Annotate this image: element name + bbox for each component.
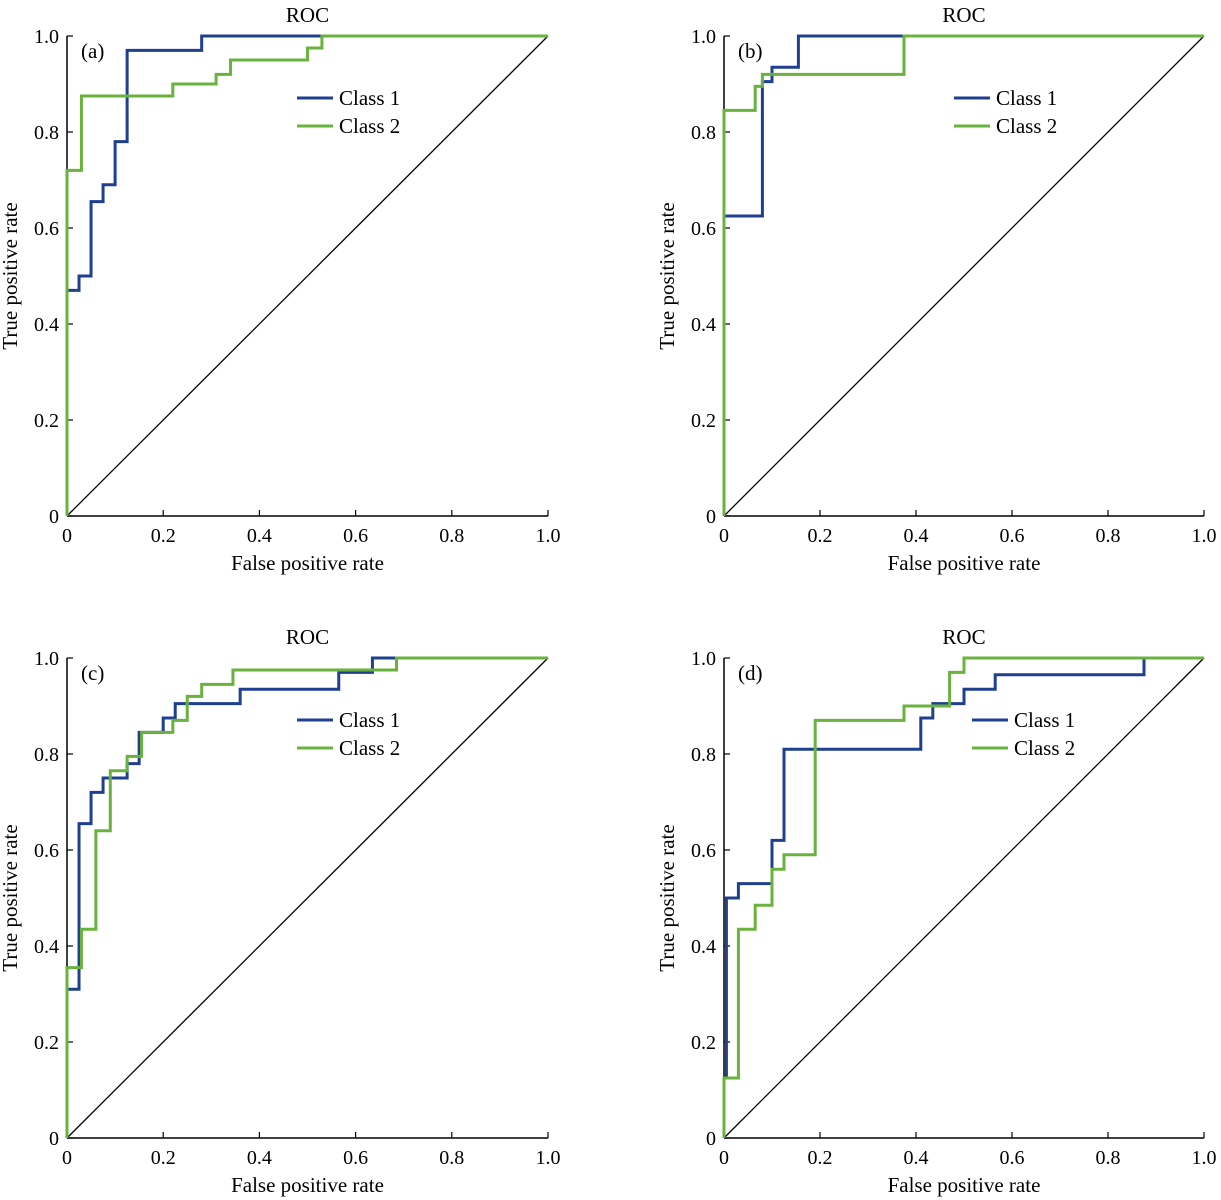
y-tick-label: 0.8 [34,744,59,766]
x-tick-label: 1.0 [1192,525,1217,547]
legend: Class 1 Class 2 [297,86,400,138]
x-tick-label: 0 [719,525,729,547]
y-tick-label: 1.0 [34,648,59,670]
y-tick-label: 0.2 [34,410,59,432]
legend-label: Class 2 [339,114,400,138]
y-tick-label: 0.8 [34,122,59,144]
chance-diagonal-line [723,657,1205,1139]
x-tick-label: 0.8 [439,1147,464,1169]
x-axis-label: False positive rate [888,1173,1041,1197]
roc-curve-class-1 [65,656,548,1138]
roc-panel-3: 0 0.2 0.4 0.6 0.8 1.0 0 0.2 0.4 0.6 0.8 1.0 ROC (c) Fa… [0,625,561,1197]
roc-curve-class-1 [65,34,548,516]
x-axis-label: False positive rate [888,551,1041,575]
y-tick-label: 0 [706,1128,716,1150]
y-tick-label: 0.6 [34,840,59,862]
x-tick-label: 0.6 [343,1147,368,1169]
y-axis-label: True positive rate [655,824,679,971]
legend-label: Class 1 [1014,708,1075,732]
chart-title: ROC [942,3,985,27]
x-tick-label: 0.8 [1096,1147,1121,1169]
y-tick-label: 0.2 [34,1032,59,1054]
chart-title: ROC [286,3,329,27]
x-tick-label: 0 [62,525,72,547]
panel-label: (c) [81,661,104,685]
legend: Class 1 Class 2 [954,86,1057,138]
chance-diagonal-line [66,657,549,1139]
roc-curve-class-2 [65,656,548,1138]
legend-label: Class 1 [339,86,400,110]
x-tick-label: 0.8 [439,525,464,547]
y-tick-label: 1.0 [34,26,59,48]
chart-title: ROC [286,625,329,649]
x-tick-label: 1.0 [1192,1147,1217,1169]
legend-label: Class 2 [1014,736,1075,760]
y-tick-label: 0 [49,1128,59,1150]
y-tick-label: 0.8 [691,744,716,766]
x-tick-label: 0.2 [151,1147,176,1169]
y-tick-label: 0 [49,506,59,528]
roc-curve-class-1 [722,34,1204,516]
x-tick-label: 0.4 [904,1147,929,1169]
x-tick-label: 0.6 [343,525,368,547]
y-tick-label: 0.2 [691,410,716,432]
legend-label: Class 1 [339,708,400,732]
x-tick-label: 0 [719,1147,729,1169]
x-tick-label: 0.2 [151,525,176,547]
panel-label: (b) [738,39,763,63]
y-tick-label: 0 [706,506,716,528]
chance-diagonal-line [723,35,1205,517]
y-tick-label: 0.4 [34,936,59,958]
x-axis-label: False positive rate [231,1173,384,1197]
legend-label: Class 2 [339,736,400,760]
y-tick-label: 0.4 [34,314,59,336]
y-axis-label: True positive rate [0,202,22,349]
y-tick-label: 0.2 [691,1032,716,1054]
y-axis-label: True positive rate [655,202,679,349]
y-tick-label: 1.0 [691,648,716,670]
x-axis-label: False positive rate [231,551,384,575]
x-tick-label: 0.4 [904,525,929,547]
chart-title: ROC [942,625,985,649]
roc-panel-2: 0 0.2 0.4 0.6 0.8 1.0 0 0.2 0.4 0.6 0.8 1.0 ROC (b) Fa… [655,3,1217,575]
x-tick-label: 0.6 [1000,525,1025,547]
x-tick-label: 0.4 [247,525,272,547]
legend-label: Class 2 [996,114,1057,138]
legend: Class 1 Class 2 [297,708,400,760]
roc-curve-class-2 [65,34,548,516]
roc-panel-4: 0 0.2 0.4 0.6 0.8 1.0 0 0.2 0.4 0.6 0.8 1.0 ROC (d) Fa… [655,625,1217,1197]
x-tick-label: 0.6 [1000,1147,1025,1169]
y-tick-label: 0.8 [691,122,716,144]
y-tick-label: 1.0 [691,26,716,48]
x-tick-label: 0.8 [1096,525,1121,547]
y-tick-label: 0.6 [691,840,716,862]
roc-panel-1: 0 0.2 0.4 0.6 0.8 1.0 0 0.2 0.4 0.6 0.8 1.0 ROC (a) Fa… [0,3,561,575]
roc-curve-class-2 [722,656,1204,1138]
legend-label: Class 1 [996,86,1057,110]
x-tick-label: 0.4 [247,1147,272,1169]
roc-curve-class-1 [722,656,1204,1138]
y-tick-label: 0.6 [34,218,59,240]
panel-label: (d) [738,661,763,685]
x-tick-label: 1.0 [536,525,561,547]
roc-curve-class-2 [722,34,1204,516]
x-tick-label: 0.2 [808,1147,833,1169]
panel-label: (a) [81,39,104,63]
chance-diagonal-line [66,35,549,517]
y-axis-label: True positive rate [0,824,22,971]
y-tick-label: 0.4 [691,936,716,958]
x-tick-label: 0.2 [808,525,833,547]
x-tick-label: 1.0 [536,1147,561,1169]
legend: Class 1 Class 2 [972,708,1075,760]
y-tick-label: 0.4 [691,314,716,336]
y-tick-label: 0.6 [691,218,716,240]
x-tick-label: 0 [62,1147,72,1169]
